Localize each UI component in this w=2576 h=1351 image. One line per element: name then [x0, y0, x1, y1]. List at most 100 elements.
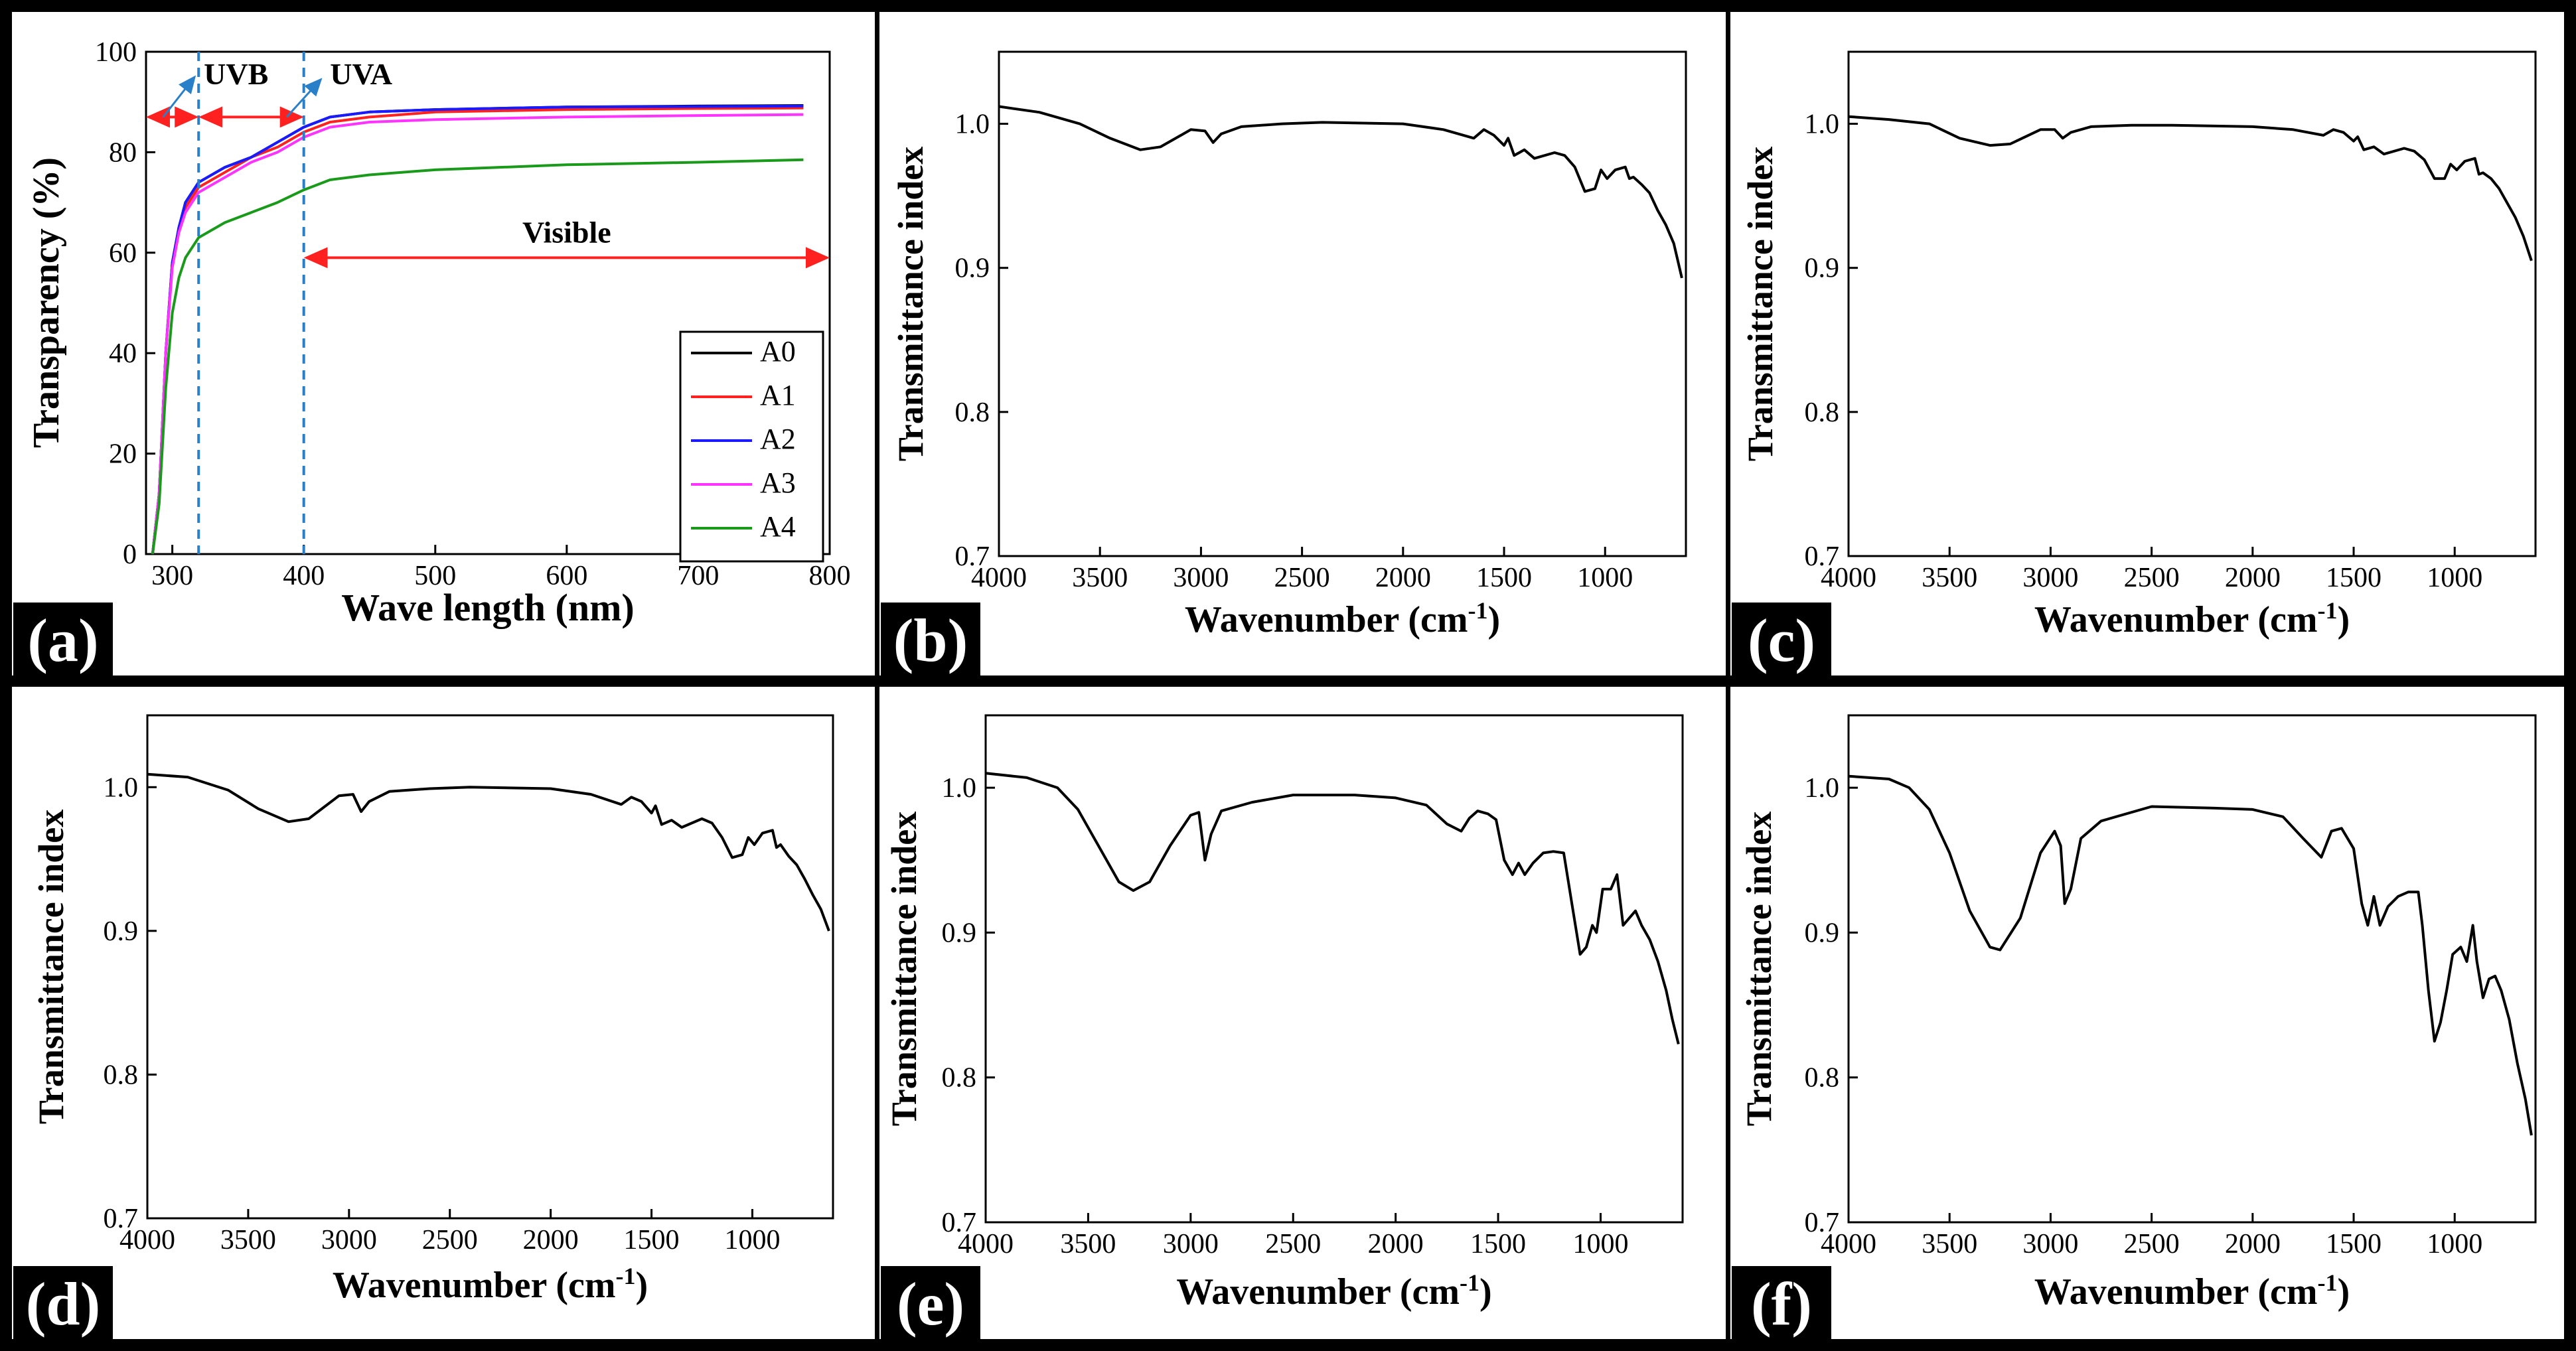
- uvb-pointer-arrow: [162, 75, 196, 118]
- y-tick-label: 100: [95, 37, 137, 68]
- y-tick-label: 0.8: [1805, 1063, 1840, 1094]
- panel-label-badge: [881, 603, 980, 676]
- x-tick-label: 2000: [2225, 1229, 2281, 1259]
- x-tick-label: 3500: [1922, 1229, 1977, 1259]
- y-tick-label: 1.0: [104, 772, 139, 803]
- y-axis-label: Transmittance index: [31, 810, 71, 1124]
- panel-f-background: [1730, 687, 2564, 1339]
- series-line-e: [986, 772, 1680, 1044]
- y-tick-label: 0.8: [1805, 397, 1840, 428]
- x-tick-label: 4000: [1821, 563, 1876, 593]
- panel-label: (e): [897, 1270, 964, 1338]
- x-tick-label: 1000: [2427, 1229, 2482, 1259]
- y-tick-label: 0.9: [955, 253, 990, 284]
- uva-label: UVA: [330, 57, 392, 91]
- panel-d: 4000 3500 3000 2500 2000 1500 1000 0.7 0.8 0.9 1.0…: [12, 687, 875, 1339]
- y-axis-label: Transmittance index: [1740, 147, 1780, 461]
- panel-b: 4000 3500 3000 2500 2000 1500 1000 0.7 0.8 0.9 1.0…: [879, 12, 1726, 676]
- series-line-A4: [151, 158, 804, 554]
- x-tick-label: 3000: [1173, 563, 1229, 593]
- y-axis-label: Transmittance index: [891, 147, 931, 461]
- y-axis-label: Transparency (%): [26, 157, 67, 448]
- x-axis-label: Wavenumber (cm-1): [2034, 1269, 2350, 1313]
- x-tick-label: 800: [809, 561, 851, 591]
- x-axis-label: Wavenumber (cm-1): [1176, 1269, 1491, 1313]
- x-tick-label: 4000: [119, 1225, 175, 1255]
- legend-label-A1: A1: [760, 379, 796, 411]
- plot-frame: [998, 50, 1687, 557]
- y-tick-label: 0.7: [955, 541, 990, 572]
- x-tick-label: 2000: [523, 1225, 579, 1255]
- y-tick-label: 40: [109, 338, 137, 369]
- x-tick-label: 3000: [1163, 1229, 1219, 1259]
- y-tick-label: 0.7: [942, 1208, 977, 1238]
- x-axis-label-sup: -1: [616, 1263, 636, 1289]
- y-tick-label: 0.8: [955, 397, 990, 428]
- y-tick-label: 0: [123, 539, 137, 570]
- series-line-A3: [151, 113, 804, 554]
- x-tick-label: 1000: [2427, 563, 2482, 593]
- x-tick-label: 1000: [1577, 563, 1633, 593]
- plot-frame: [1847, 714, 2537, 1224]
- legend-label-A2: A2: [760, 423, 796, 455]
- panel-label-badge: [13, 1266, 113, 1339]
- uvb-label: UVB: [204, 57, 268, 91]
- panel-label-badge: [1732, 1266, 1831, 1339]
- y-tick-label: 0.9: [1805, 253, 1840, 284]
- panel-label: (a): [27, 606, 98, 674]
- visible-label: Visible: [522, 216, 611, 249]
- y-tick-label: 1.0: [1805, 109, 1840, 140]
- x-tick-label: 2500: [422, 1225, 478, 1255]
- legend-label-A3: A3: [760, 466, 796, 499]
- x-axis-label-sup: -1: [2318, 1269, 2338, 1296]
- panel-label-badge: [13, 603, 113, 676]
- series-line-c: [1849, 115, 2533, 261]
- uva-pointer-arrow: [285, 78, 323, 118]
- x-axis-label-sup: -1: [2318, 597, 2338, 624]
- x-tick-label: 2000: [1368, 1229, 1424, 1259]
- panel-e: 4000 3500 3000 2500 2000 1500 1000 0.7 0.8 0.9 1.0…: [879, 687, 1726, 1339]
- y-tick-label: 0.7: [1805, 1208, 1840, 1238]
- x-axis-label-main: Wavenumber (cm: [333, 1265, 616, 1306]
- x-axis-label-close: ): [636, 1265, 648, 1306]
- x-axis-label: Wavenumber (cm-1): [333, 1263, 648, 1306]
- x-tick-label: 2500: [1265, 1229, 1321, 1259]
- x-tick-label: 2500: [1274, 563, 1330, 593]
- y-tick-label: 0.9: [1805, 918, 1840, 948]
- y-tick-label: 0.8: [104, 1060, 139, 1090]
- x-tick-label: 4000: [958, 1229, 1014, 1259]
- x-axis-label-close: ): [1479, 1271, 1492, 1313]
- y-tick-label: 1.0: [1805, 773, 1840, 804]
- series-line-b: [999, 105, 1683, 279]
- y-tick-label: 1.0: [955, 109, 990, 140]
- panel-d-background: [12, 687, 875, 1339]
- y-tick-label: 0.7: [1805, 541, 1840, 572]
- panel-label-badge: [881, 1266, 980, 1339]
- x-tick-label: 4000: [971, 563, 1027, 593]
- legend-box: [679, 330, 824, 563]
- panel-f: 4000 3500 3000 2500 2000 1500 1000 0.7 0.8 0.9 1.0…: [1730, 687, 2564, 1339]
- x-axis-label-main: Wavenumber (cm: [1176, 1271, 1460, 1313]
- x-tick-label: 2000: [1375, 563, 1431, 593]
- series-line-f: [1849, 774, 2533, 1136]
- x-tick-label: 3500: [1060, 1229, 1116, 1259]
- x-tick-label: 600: [546, 561, 587, 591]
- y-tick-label: 0.9: [104, 916, 139, 947]
- x-axis-label-main: Wavenumber (cm: [2034, 599, 2318, 640]
- legend-label-A0: A0: [760, 335, 796, 368]
- x-axis-label-close: ): [2338, 599, 2350, 640]
- panel-label: (c): [1748, 606, 1815, 674]
- x-tick-label: 4000: [1821, 1229, 1876, 1259]
- panel-c: 4000 3500 3000 2500 2000 1500 1000 0.7 0.8 0.9 1.0…: [1730, 12, 2564, 676]
- x-axis-label-sup: -1: [1468, 597, 1488, 624]
- x-tick-label: 700: [677, 561, 719, 591]
- x-tick-label: 3500: [1922, 563, 1977, 593]
- x-tick-label: 500: [414, 561, 456, 591]
- x-axis-label-close: ): [2338, 1271, 2350, 1313]
- x-axis-label-close: ): [1488, 599, 1501, 640]
- plot-frame: [984, 714, 1684, 1224]
- y-tick-label: 1.0: [942, 773, 977, 804]
- panel-label-badge: [1732, 603, 1831, 676]
- y-tick-label: 20: [109, 439, 137, 470]
- y-tick-label: 0.8: [942, 1063, 977, 1094]
